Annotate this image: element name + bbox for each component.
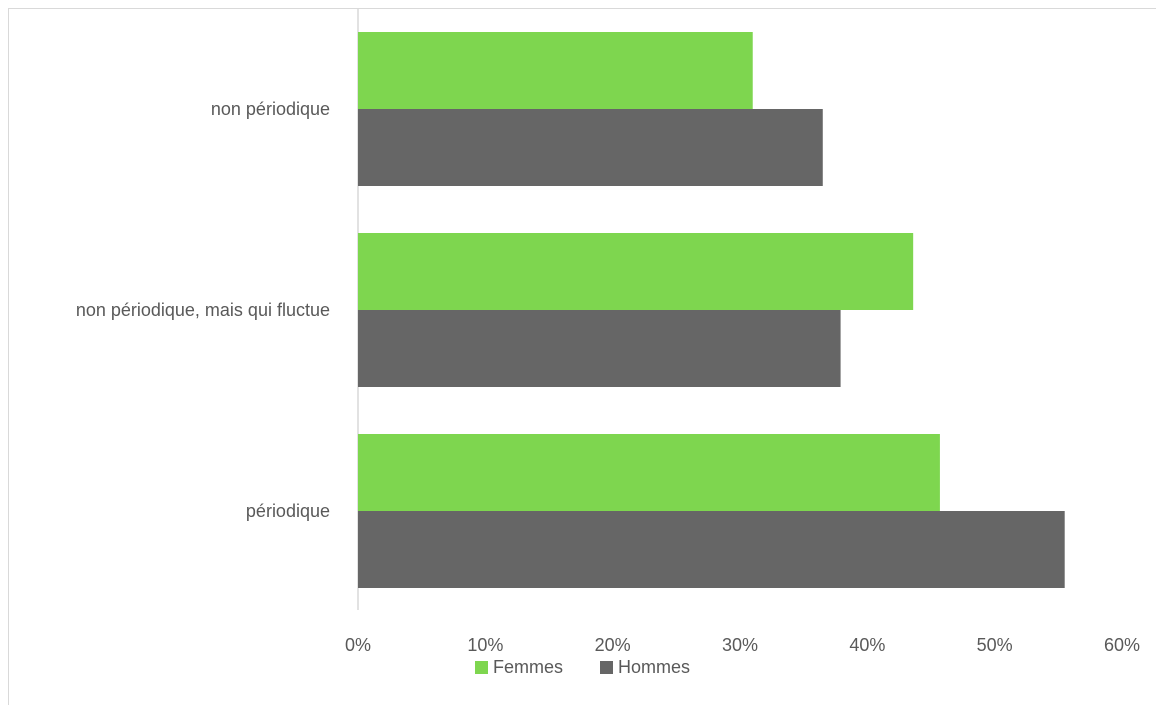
x-axis-tick-labels: 0% 10% 20% 30% 40% 50% 60% bbox=[345, 635, 1140, 655]
bars-group bbox=[358, 32, 1065, 588]
bar-hommes-1 bbox=[358, 310, 841, 387]
x-tick-label: 40% bbox=[849, 635, 885, 655]
x-tick-label: 50% bbox=[977, 635, 1013, 655]
legend-swatch-femmes bbox=[475, 661, 488, 674]
bar-femmes-1 bbox=[358, 233, 914, 310]
x-tick-label: 10% bbox=[467, 635, 503, 655]
bar-hommes-0 bbox=[358, 109, 823, 186]
x-tick-label: 30% bbox=[722, 635, 758, 655]
category-label-non-periodique: non périodique bbox=[211, 99, 330, 119]
legend-label-hommes: Hommes bbox=[618, 657, 690, 677]
x-tick-label: 60% bbox=[1104, 635, 1140, 655]
chart-frame bbox=[8, 8, 1156, 705]
x-tick-label: 0% bbox=[345, 635, 371, 655]
bar-femmes-2 bbox=[358, 434, 940, 511]
bar-femmes-0 bbox=[358, 32, 753, 109]
category-label-periodique: périodique bbox=[246, 501, 330, 521]
bar-hommes-2 bbox=[358, 511, 1065, 588]
x-tick-label: 20% bbox=[595, 635, 631, 655]
legend-label-femmes: Femmes bbox=[493, 657, 563, 677]
category-labels: non périodique non périodique, mais qui … bbox=[76, 99, 330, 521]
category-label-non-periodique-fluctue: non périodique, mais qui fluctue bbox=[76, 300, 330, 320]
legend: Femmes Hommes bbox=[475, 657, 690, 677]
legend-swatch-hommes bbox=[600, 661, 613, 674]
